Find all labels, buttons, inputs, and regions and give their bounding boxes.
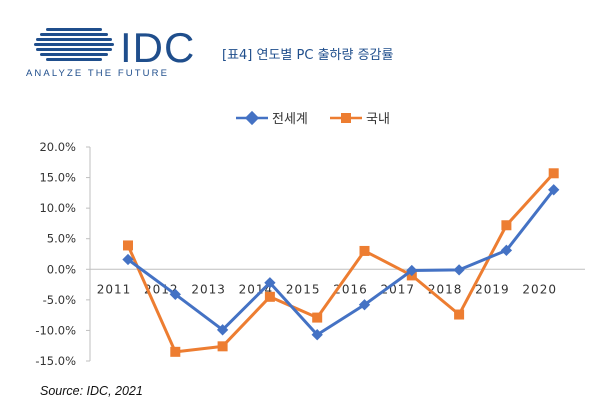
data-point-domestic bbox=[170, 346, 181, 357]
data-point-domestic bbox=[123, 240, 133, 251]
data-point-world bbox=[169, 288, 181, 301]
x-tick-label: 2011 bbox=[97, 282, 132, 296]
data-point-domestic bbox=[264, 291, 275, 302]
series-line-world bbox=[127, 188, 555, 337]
data-point-world bbox=[453, 264, 465, 276]
data-point-world bbox=[264, 277, 276, 289]
data-point-world bbox=[216, 324, 229, 336]
data-point-domestic bbox=[312, 312, 323, 323]
data-point-domestic bbox=[501, 220, 512, 231]
idc-logo: IDC ANALYZE THE FUTURE bbox=[26, 24, 196, 84]
data-point-domestic bbox=[454, 309, 465, 320]
legend-label-world: 전세계 bbox=[272, 112, 308, 127]
data-point-domestic bbox=[359, 245, 370, 256]
legend-item-domestic: 국내 bbox=[330, 112, 390, 127]
y-tick-label: -5.0% bbox=[43, 293, 76, 307]
y-tick-label: 15.0% bbox=[39, 171, 76, 185]
y-tick-label: 10.0% bbox=[39, 201, 76, 215]
legend-label-domestic: 국내 bbox=[366, 112, 390, 127]
x-tick-label: 2019 bbox=[475, 282, 510, 296]
y-tick-label: -15.0% bbox=[35, 354, 76, 368]
y-tick-label: -10.0% bbox=[35, 323, 76, 337]
y-tick-label: 5.0% bbox=[47, 232, 76, 246]
data-point-world bbox=[406, 264, 418, 277]
legend-item-world: 전세계 bbox=[236, 110, 308, 127]
series-line-domestic bbox=[126, 172, 555, 354]
source-note: Source: IDC, 2021 bbox=[40, 384, 143, 398]
globe-logo-icon bbox=[34, 28, 114, 61]
x-tick-label: 2016 bbox=[333, 282, 368, 296]
x-tick-label: 2020 bbox=[522, 282, 557, 296]
x-tick-label: 2012 bbox=[144, 282, 179, 296]
data-point-domestic bbox=[548, 168, 559, 179]
x-tick-label: 2018 bbox=[428, 282, 463, 296]
logo-tagline: ANALYZE THE FUTURE bbox=[26, 68, 170, 79]
x-tick-label: 2013 bbox=[191, 282, 226, 296]
data-point-world bbox=[548, 184, 560, 196]
chart-title: [표4] 연도별 PC 출하량 증감률 bbox=[222, 48, 394, 63]
y-tick-label: 0.0% bbox=[47, 262, 76, 276]
x-tick-label: 2015 bbox=[286, 282, 321, 296]
logo-wordmark: IDC bbox=[120, 24, 196, 71]
data-point-world bbox=[311, 329, 323, 341]
data-point-domestic bbox=[217, 341, 228, 352]
x-tick-label: 2014 bbox=[239, 282, 274, 296]
legend: 전세계 국내 bbox=[236, 110, 390, 127]
data-point-world bbox=[358, 299, 371, 311]
y-tick-label: 20.0% bbox=[39, 140, 76, 154]
